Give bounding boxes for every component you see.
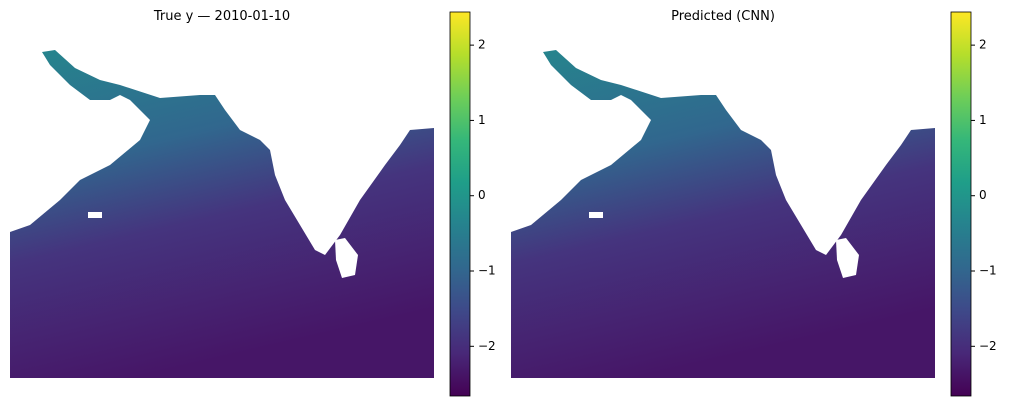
panel: Predicted (CNN) −2 −1 0 1 2 (511, 9, 997, 397)
colorbar (950, 11, 972, 397)
colorbar-tick-label: 2 (478, 38, 486, 52)
colorbar-tick-label: −2 (979, 339, 997, 353)
panel-title: True y — 2010-01-10 (153, 9, 290, 24)
panel: True y — 2010-01-10 −2 −1 0 1 2 (10, 9, 496, 397)
heatmap-image (511, 50, 935, 378)
land-mask (836, 238, 859, 278)
colorbar-tick-label: 1 (979, 113, 987, 127)
colorbar (449, 11, 471, 397)
colorbar-tick-label: 1 (478, 113, 486, 127)
colorbar-tick-label: 2 (979, 38, 987, 52)
colorbar-tick-label: −2 (478, 339, 496, 353)
colorbar-tick-label: 0 (979, 188, 987, 202)
land-mask (335, 238, 358, 278)
colorbar-tick-label: −1 (478, 264, 496, 278)
colorbar-tick-label: −1 (979, 264, 997, 278)
panel-title: Predicted (CNN) (671, 9, 775, 24)
heatmap-image (10, 50, 434, 378)
land-mask (589, 212, 603, 218)
colorbar-tick-label: 0 (478, 188, 486, 202)
land-mask (88, 212, 102, 218)
